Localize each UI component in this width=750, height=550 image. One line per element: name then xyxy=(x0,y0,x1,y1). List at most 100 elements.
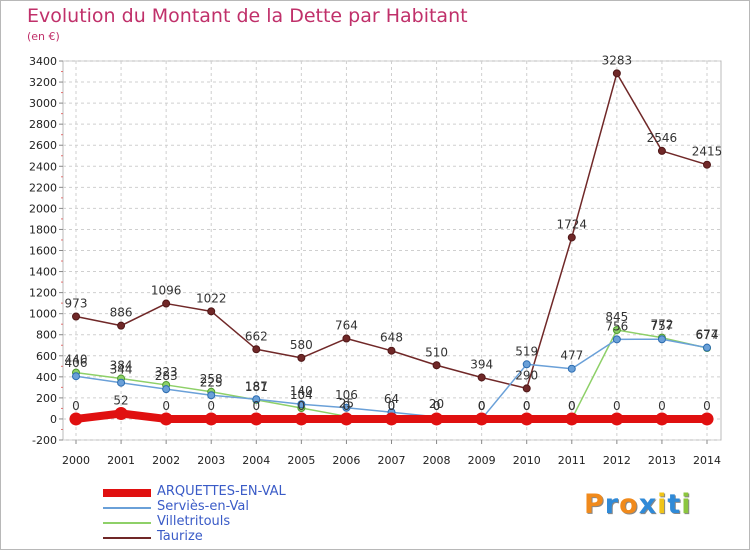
logo-letter: i xyxy=(681,489,692,520)
data-label: 1022 xyxy=(196,291,227,305)
y-tick-label: 1600 xyxy=(29,245,57,258)
data-point xyxy=(565,412,579,426)
data-label: 648 xyxy=(380,331,403,345)
unit-label: (en €) xyxy=(27,30,60,43)
legend-label: Serviès-en-Val xyxy=(157,499,249,514)
data-point xyxy=(72,372,80,381)
data-point xyxy=(567,364,576,373)
y-tick-label: 2400 xyxy=(29,160,57,173)
data-label: 1096 xyxy=(151,284,182,298)
data-label: 510 xyxy=(425,345,448,359)
x-tick-label: 2001 xyxy=(107,454,135,467)
data-label: 323 xyxy=(155,365,178,379)
y-tick-label: 3200 xyxy=(29,76,57,89)
data-point xyxy=(612,325,621,334)
legend-label: Taurize xyxy=(157,529,203,544)
data-point xyxy=(249,412,263,426)
data-point xyxy=(204,412,218,426)
data-label: 0 xyxy=(523,399,531,413)
data-point xyxy=(342,403,351,412)
logo-letter: P xyxy=(584,489,605,520)
x-tick-label: 2009 xyxy=(468,454,496,467)
data-point xyxy=(117,321,126,330)
data-point xyxy=(294,412,308,426)
y-tick-label: 800 xyxy=(36,329,57,342)
data-label: 886 xyxy=(110,306,133,320)
data-point xyxy=(385,412,398,426)
data-label: 0 xyxy=(478,399,486,413)
legend-label: Villetritouls xyxy=(157,514,231,529)
data-point xyxy=(207,391,216,400)
data-label: 25 xyxy=(339,396,354,410)
data-label: 0 xyxy=(207,399,215,413)
y-tick-label: 2800 xyxy=(29,118,57,131)
data-label: 0 xyxy=(72,399,80,413)
y-tick-label: 0 xyxy=(50,413,57,426)
data-point xyxy=(159,412,173,426)
data-label: 0 xyxy=(478,399,486,413)
data-point xyxy=(162,385,171,394)
data-label: 519 xyxy=(515,344,538,358)
data-label: 290 xyxy=(515,368,538,382)
data-label: 0 xyxy=(433,399,441,413)
x-tick-label: 2013 xyxy=(648,454,676,467)
x-tick-label: 2005 xyxy=(287,454,315,467)
data-point xyxy=(297,400,306,409)
data-point xyxy=(522,384,531,393)
data-label: 0 xyxy=(433,399,441,413)
data-label: 384 xyxy=(110,359,133,373)
logo-letter: t xyxy=(667,489,682,520)
data-point xyxy=(72,312,80,321)
data-point xyxy=(162,299,171,308)
data-label: 140 xyxy=(290,384,313,398)
data-label: 3283 xyxy=(602,53,633,67)
x-tick-label: 2008 xyxy=(423,454,451,467)
data-point xyxy=(297,353,306,362)
data-label: 764 xyxy=(335,319,358,333)
data-label: 344 xyxy=(110,363,133,377)
data-label: 845 xyxy=(605,310,628,324)
y-tick-label: 1800 xyxy=(29,223,57,236)
x-tick-label: 2004 xyxy=(242,454,270,467)
data-point xyxy=(432,361,441,370)
data-label: 2415 xyxy=(692,145,723,159)
data-label: 0 xyxy=(658,399,666,413)
data-point xyxy=(610,412,624,426)
logo-letter: o xyxy=(619,489,639,520)
data-label: 0 xyxy=(568,399,576,413)
data-point xyxy=(207,307,216,316)
data-point xyxy=(520,412,534,426)
data-label: 406 xyxy=(65,356,88,370)
legend-swatch xyxy=(103,522,151,524)
data-label: 106 xyxy=(335,388,358,402)
y-tick-label: -200 xyxy=(32,434,57,447)
y-tick-label: 200 xyxy=(36,392,57,405)
data-label: 104 xyxy=(290,388,313,402)
y-tick-label: 400 xyxy=(36,371,57,384)
data-point xyxy=(612,69,621,78)
data-point xyxy=(339,412,353,426)
data-point xyxy=(657,146,666,155)
data-label: 674 xyxy=(696,328,719,342)
logo-letter: i xyxy=(657,489,668,520)
data-label: 20 xyxy=(429,397,444,411)
data-label: 187 xyxy=(245,379,268,393)
data-label: 283 xyxy=(155,369,178,383)
y-tick-label: 2200 xyxy=(29,181,57,194)
data-label: 64 xyxy=(384,392,399,406)
logo-letter: r xyxy=(604,489,620,520)
x-tick-label: 2010 xyxy=(513,454,541,467)
data-label: 973 xyxy=(65,297,88,311)
data-label: 477 xyxy=(560,349,583,363)
data-point xyxy=(567,233,576,242)
data-point xyxy=(114,406,128,420)
y-tick-label: 600 xyxy=(36,350,57,363)
legend-swatch xyxy=(103,537,151,539)
data-label: 677 xyxy=(696,328,719,342)
data-point xyxy=(252,345,261,354)
data-label: 1724 xyxy=(557,217,588,231)
data-point xyxy=(387,346,396,355)
y-tick-label: 3400 xyxy=(29,55,57,68)
